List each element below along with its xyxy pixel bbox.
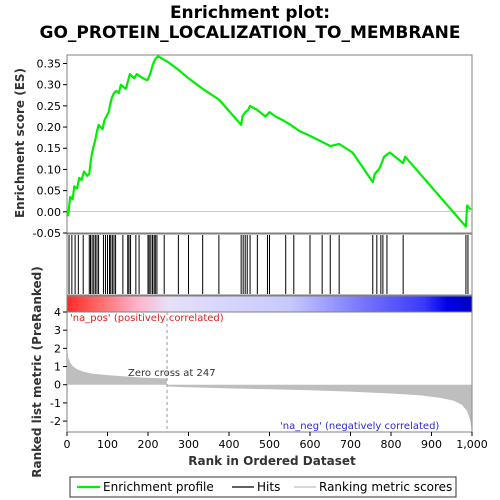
hits-panel [66,233,473,296]
metric-x-ticks: 0 100 200 300 400 500 600 700 800 900 1,000 [64,432,488,451]
metric-y-tick-label: 3 [54,324,61,337]
x-tick-label: 700 [340,438,361,451]
x-tick-label: 500 [259,438,280,451]
metric-panel: 4 3 2 1 0 -1 -2 0 100 200 300 400 500 600 700 800 900 1,… [30,266,488,478]
metric-y-tick-label: 0 [54,379,61,392]
rank-color-bar [66,295,473,313]
es-curve [65,55,472,228]
metric-y-axis-label: Ranked list metric (PreRanked) [30,266,44,478]
neg-correlated-label: 'na_neg' (negatively correlated) [280,421,439,432]
es-panel-frame [66,54,473,234]
es-y-tick-label: 0.25 [37,100,62,113]
metric-y-ticks: 4 3 2 1 0 -1 -2 [50,306,67,428]
legend-metric-label: Ranking metric scores [319,480,452,494]
legend-es-label: Enrichment profile [103,480,214,494]
es-y-tick-label: -0.05 [33,227,61,240]
es-y-tick-label: 0.00 [37,206,62,219]
x-tick-label: 900 [421,438,442,451]
x-tick-label: 600 [300,438,321,451]
legend-box [69,476,457,498]
metric-y-tick-label: 4 [54,306,61,319]
x-tick-label: 800 [381,438,402,451]
es-y-tick-label: 0.10 [37,163,62,176]
x-tick-label: 0 [64,438,71,451]
hit-markers [68,235,469,294]
metric-y-tick-label: -1 [50,397,61,410]
rank-gradient [66,295,473,313]
zero-cross-label: Zero cross at 247 [128,368,216,379]
pos-correlated-label: 'na_pos' (positively correlated) [70,313,224,324]
es-y-axis-label: Enrichment score (ES) [13,68,27,218]
metric-y-tick-label: 1 [54,361,61,374]
es-y-tick-label: 0.35 [37,57,62,70]
metric-y-tick-label: -2 [50,415,61,428]
es-y-tick-label: 0.15 [37,142,62,155]
metric-panel-frame [66,311,473,433]
chart-title-line1: Enrichment plot: [170,3,330,23]
metric-area [67,344,472,431]
legend: Enrichment profile Hits Ranking metric s… [69,476,457,498]
x-tick-label: 400 [219,438,240,451]
x-tick-label: 100 [97,438,118,451]
es-y-tick-label: 0.20 [37,121,62,134]
metric-y-tick-label: 2 [54,342,61,355]
legend-hits-label: Hits [257,480,280,494]
es-y-tick-label: 0.30 [37,79,62,92]
chart-title-line2: GO_PROTEIN_LOCALIZATION_TO_MEMBRANE [40,23,461,43]
es-y-ticks: 0.35 0.30 0.25 0.20 0.15 0.10 0.05 0.00 -0.05 [33,57,67,240]
x-tick-label: 300 [178,438,199,451]
es-y-tick-label: 0.05 [37,185,62,198]
x-tick-label: 1,000 [456,438,488,451]
x-tick-label: 200 [138,438,159,451]
es-panel: 0.35 0.30 0.25 0.20 0.15 0.10 0.05 0.00 -0.05 En… [13,54,473,240]
x-axis-label: Rank in Ordered Dataset [188,454,356,468]
